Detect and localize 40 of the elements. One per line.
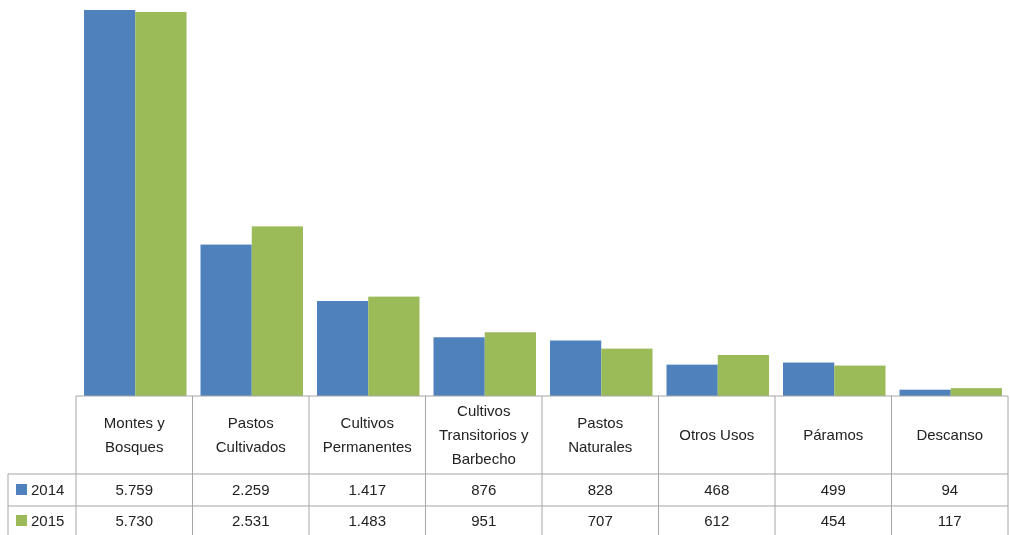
bar xyxy=(717,354,769,396)
data-label: 828 xyxy=(587,481,613,498)
data-label: 1.417 xyxy=(348,481,387,498)
data-label: 499 xyxy=(820,481,846,498)
x-tick-label: Páramos xyxy=(803,426,864,443)
bar xyxy=(368,296,420,396)
bar xyxy=(251,226,303,396)
legend-label: 2014 xyxy=(31,481,65,498)
bar xyxy=(200,244,252,396)
data-label: 117 xyxy=(937,512,962,529)
x-tick-label: Montes y Bosques xyxy=(103,414,166,455)
bar xyxy=(550,340,602,396)
bar xyxy=(783,362,835,396)
bar xyxy=(834,365,886,396)
data-label: 94 xyxy=(941,481,959,498)
x-tick-label: Pastos Cultivados xyxy=(215,414,286,455)
data-label: 5.759 xyxy=(115,481,154,498)
x-tick-label: Cultivos Transitorios y Barbecho xyxy=(439,402,529,467)
bar xyxy=(433,337,485,396)
legend-label: 2015 xyxy=(31,512,65,529)
data-label: 876 xyxy=(471,481,497,498)
data-label: 5.730 xyxy=(115,512,154,529)
data-label: 2.531 xyxy=(231,512,270,529)
bar xyxy=(484,332,536,396)
x-tick-label: Descanso xyxy=(916,426,984,443)
bar xyxy=(135,11,187,396)
bar xyxy=(666,364,718,396)
bar xyxy=(317,301,369,396)
x-tick-label: Cultivos Permanentes xyxy=(322,414,412,455)
data-label: 454 xyxy=(820,512,846,529)
x-tick-label: Pastos Naturales xyxy=(568,414,633,455)
data-label: 612 xyxy=(704,512,730,529)
x-tick-label: Otros Usos xyxy=(679,426,755,443)
data-label: 951 xyxy=(471,512,497,529)
data-label: 2.259 xyxy=(231,481,270,498)
bar xyxy=(84,10,136,396)
data-label: 707 xyxy=(587,512,613,529)
data-label: 1.483 xyxy=(348,512,387,529)
data-label: 468 xyxy=(704,481,730,498)
bar xyxy=(601,348,653,396)
